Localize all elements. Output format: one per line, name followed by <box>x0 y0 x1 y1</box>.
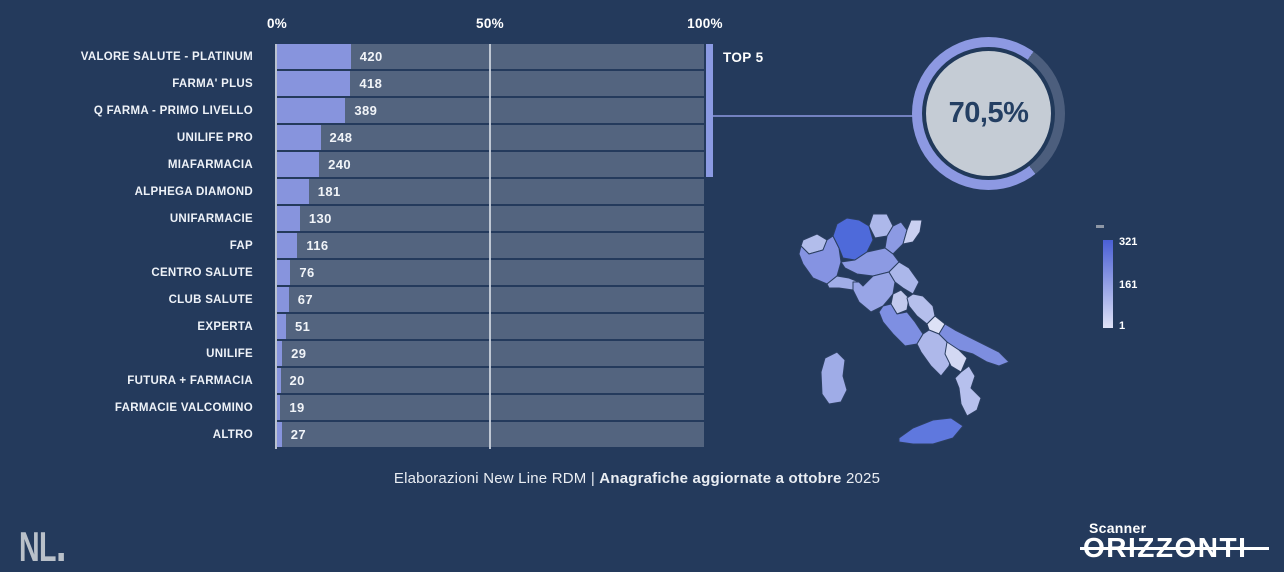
bar-row: CLUB SALUTE 67 <box>20 287 704 312</box>
bar-value-label: 181 <box>317 184 341 199</box>
donut-inner-circle: 70,5% <box>922 47 1055 180</box>
bar-category-label: FUTURA + FARMACIA <box>127 374 253 387</box>
bar-category-label: FAP <box>229 239 253 252</box>
legend-gradient-bar <box>1103 240 1113 328</box>
bar-row: UNIFARMACIE 130 <box>20 206 704 231</box>
bar[interactable] <box>277 287 289 312</box>
new-line-logo-dot <box>58 553 64 561</box>
top5-connector-line <box>713 115 913 117</box>
scanner-logo-text: Scanner <box>1089 520 1147 536</box>
bar-value-label: 389 <box>354 103 378 118</box>
bar-category-label: VALORE SALUTE - PLATINUM <box>80 50 253 63</box>
footer-bold: Anagrafiche aggiornate a ottobre <box>599 470 842 487</box>
bar[interactable] <box>277 179 309 204</box>
new-line-logo: NL <box>19 526 64 568</box>
bar-row: FAP 116 <box>20 233 704 258</box>
bar-row: ALPHEGA DIAMOND 181 <box>20 179 704 204</box>
bar-value-label: 29 <box>291 346 307 361</box>
bar[interactable] <box>277 152 320 177</box>
bar-category-label: UNIFARMACIE <box>169 212 253 225</box>
bar-value-label: 248 <box>329 130 353 145</box>
bar[interactable] <box>277 314 286 339</box>
bar-row: UNILIFE PRO 248 <box>20 125 704 150</box>
bar[interactable] <box>277 44 351 69</box>
bar-category-label: FARMACIE VALCOMINO <box>114 401 253 414</box>
bar-row: FARMACIE VALCOMINO 19 <box>20 395 704 420</box>
bar[interactable] <box>277 206 300 231</box>
italy-map <box>798 213 1010 445</box>
top5-bracket <box>706 44 713 177</box>
footer-prefix: Elaborazioni New Line RDM | <box>393 470 600 487</box>
bar[interactable] <box>277 71 351 96</box>
bar-category-label: EXPERTA <box>197 320 253 333</box>
bar[interactable] <box>277 422 282 447</box>
bar-category-label: ALTRO <box>212 428 253 441</box>
bar-category-label: UNILIFE <box>206 347 253 360</box>
gridline-0pct <box>275 44 277 449</box>
donut-chart[interactable]: 70,5% <box>912 37 1065 190</box>
region-sicilia[interactable] <box>898 417 964 445</box>
top5-label: TOP 5 <box>723 50 764 65</box>
bar-category-label: ALPHEGA DIAMOND <box>134 185 253 198</box>
footer-suffix: 2025 <box>841 470 881 487</box>
bar-category-label: UNILIFE PRO <box>176 131 253 144</box>
bar-value-label: 116 <box>306 238 329 253</box>
orizzonti-logo-strikethrough <box>1080 547 1269 550</box>
region-friuli-venezia-giulia[interactable] <box>902 219 923 245</box>
bar-category-label: FARMA' PLUS <box>172 77 253 90</box>
bar-category-label: CENTRO SALUTE <box>151 266 253 279</box>
bar-value-label: 67 <box>297 292 314 307</box>
bar[interactable] <box>277 368 281 393</box>
bar-row: MIAFARMACIA 240 <box>20 152 704 177</box>
new-line-logo-text: NL <box>19 523 56 570</box>
bar-row: ALTRO 27 <box>20 422 704 447</box>
bar-value-label: 240 <box>328 157 352 172</box>
bar-value-label: 418 <box>359 76 383 91</box>
bar-value-label: 76 <box>299 265 315 280</box>
bar-row: EXPERTA 51 <box>20 314 704 339</box>
x-axis-tick-50: 50% <box>476 16 504 31</box>
bar-row: VALORE SALUTE - PLATINUM 420 <box>20 44 704 69</box>
bar-value-label: 27 <box>290 427 306 442</box>
legend-label-max: 321 <box>1119 236 1138 248</box>
bar-chart: VALORE SALUTE - PLATINUM 420 FARMA' PLUS 41… <box>20 44 704 449</box>
bar-category-label: Q FARMA - PRIMO LIVELLO <box>93 104 253 117</box>
donut-center-label: 70,5% <box>948 97 1029 129</box>
region-sardegna[interactable] <box>820 351 848 405</box>
bar-value-label: 420 <box>359 49 383 64</box>
bar-value-label: 51 <box>294 319 311 334</box>
region-calabria[interactable] <box>954 365 982 417</box>
region-toscana[interactable] <box>852 271 896 313</box>
bar[interactable] <box>277 233 298 258</box>
bar-value-label: 19 <box>289 400 305 415</box>
bar-category-label: MIAFARMACIA <box>167 158 253 171</box>
bar-row: CENTRO SALUTE 76 <box>20 260 704 285</box>
bar-row: FARMA' PLUS 418 <box>20 71 704 96</box>
x-axis-tick-0: 0% <box>266 16 288 31</box>
gridline-50pct <box>489 44 491 449</box>
bar-row: Q FARMA - PRIMO LIVELLO 389 <box>20 98 704 123</box>
bar[interactable] <box>277 125 321 150</box>
legend-null-dash <box>1096 225 1104 228</box>
bar[interactable] <box>277 260 291 285</box>
bar[interactable] <box>277 395 281 420</box>
region-lombardia[interactable] <box>832 217 874 261</box>
bar-row: UNILIFE 29 <box>20 341 704 366</box>
legend-label-mid: 161 <box>1119 279 1138 291</box>
legend-label-min: 1 <box>1119 320 1126 332</box>
footer-caption: Elaborazioni New Line RDM | Anagrafiche … <box>0 470 1274 487</box>
bar-value-label: 20 <box>289 373 305 388</box>
bar-category-label: CLUB SALUTE <box>168 293 253 306</box>
region-marche[interactable] <box>888 261 920 295</box>
bar-row: FUTURA + FARMACIA 20 <box>20 368 704 393</box>
x-axis-tick-100: 100% <box>687 16 723 31</box>
bar[interactable] <box>277 341 283 366</box>
bar[interactable] <box>277 98 346 123</box>
bar-value-label: 130 <box>308 211 332 226</box>
